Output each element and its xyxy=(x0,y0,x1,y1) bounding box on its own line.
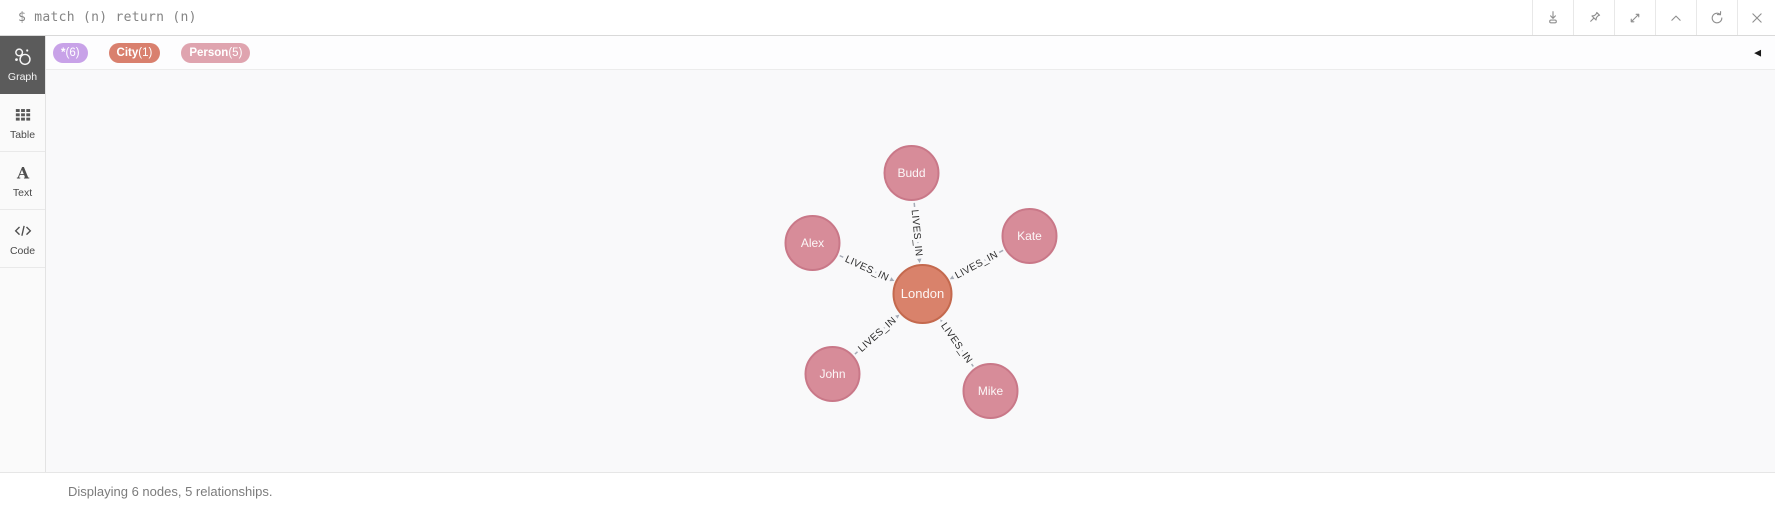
badge-label: City xyxy=(116,46,139,59)
status-bar: Displaying 6 nodes, 5 relationships. xyxy=(0,472,1775,509)
relationship-Budd-London[interactable]: LIVES_IN xyxy=(905,202,927,264)
relationship-line xyxy=(913,202,920,256)
relationship-arrowhead xyxy=(890,314,900,323)
relationship-Kate-London[interactable]: LIVES_IN xyxy=(949,246,1004,285)
node-Kate[interactable]: Kate xyxy=(1001,208,1058,264)
node-circle xyxy=(1001,208,1058,264)
node-Mike[interactable]: Mike xyxy=(962,363,1019,419)
relationship-Mike-London[interactable]: LIVES_IN xyxy=(935,317,978,369)
relationship-label: LIVES_IN xyxy=(856,315,899,355)
text-icon: A xyxy=(15,164,29,183)
graph-icon xyxy=(14,48,31,66)
tab-text-label: Text xyxy=(12,187,33,199)
node-circle xyxy=(892,264,953,324)
query-bar: $ match (n) return (n) xyxy=(0,0,1775,36)
legend-badge-city[interactable]: City (1) xyxy=(108,42,161,63)
rerun-button[interactable] xyxy=(1696,0,1737,35)
tab-graph[interactable]: Graph xyxy=(0,36,45,94)
badge-count: (6) xyxy=(65,46,80,59)
view-switcher-sidebar: Graph Table A Text xyxy=(0,36,46,472)
graph-canvas[interactable]: LIVES_IN LIVES_IN LIVES_IN LIVES_IN LIVES_IN… xyxy=(46,70,1775,472)
download-button[interactable] xyxy=(1532,0,1573,35)
frame-body: Graph Table A Text xyxy=(0,36,1775,472)
query-text[interactable]: $ match (n) return (n) xyxy=(18,10,197,25)
badge-count: (5) xyxy=(228,46,243,59)
badge-label: Person xyxy=(189,46,229,59)
chevron-up-icon xyxy=(1671,15,1681,21)
relationship-arrowhead xyxy=(914,254,923,264)
relationship-arrowhead xyxy=(949,271,959,280)
relationship-label: LIVES_IN xyxy=(843,254,890,284)
graph-panel: * (6) City (1) Person (5) ◀ LIVES_IN LIVES_I… xyxy=(46,36,1775,472)
node-circle xyxy=(962,363,1019,419)
node-circle xyxy=(883,145,940,201)
graph-canvas-svg: LIVES_IN LIVES_IN LIVES_IN LIVES_IN LIVES_IN… xyxy=(784,145,1058,419)
tab-code[interactable]: Code xyxy=(0,210,45,268)
frame-actions xyxy=(1532,0,1775,35)
node-Alex[interactable]: Alex xyxy=(784,215,841,271)
node-Budd[interactable]: Budd xyxy=(883,145,940,201)
relationship-arrowhead xyxy=(940,319,949,329)
table-icon xyxy=(15,109,30,121)
node-caption: Alex xyxy=(801,236,824,250)
tab-graph-label: Graph xyxy=(7,71,38,83)
legend-row: * (6) City (1) Person (5) ◀ xyxy=(46,36,1775,70)
relationship-label: LIVES_IN xyxy=(953,249,1000,281)
code-icon xyxy=(14,225,31,236)
triangle-left-icon[interactable]: ◀ xyxy=(1754,46,1761,57)
badge-count: (1) xyxy=(138,46,153,59)
node-London[interactable]: London xyxy=(892,264,953,324)
tab-table[interactable]: Table xyxy=(0,94,45,152)
node-caption: London xyxy=(901,286,944,301)
relationship-Alex-London[interactable]: LIVES_IN xyxy=(839,251,895,287)
download-icon xyxy=(1549,10,1557,23)
node-circle xyxy=(804,346,861,402)
node-caption: Budd xyxy=(897,166,925,180)
expand-icon xyxy=(1630,13,1640,22)
close-icon xyxy=(1751,12,1762,23)
collapse-frame-button[interactable] xyxy=(1655,0,1696,35)
node-caption: Kate xyxy=(1017,229,1042,243)
pin-button[interactable] xyxy=(1573,0,1614,35)
relationship-line xyxy=(839,254,888,279)
expand-button[interactable] xyxy=(1614,0,1655,35)
tab-code-label: Code xyxy=(9,245,36,257)
legend-badge-all[interactable]: * (6) xyxy=(53,42,88,63)
svg-text:A: A xyxy=(15,164,29,183)
tab-table-label: Table xyxy=(9,129,36,141)
close-frame-button[interactable] xyxy=(1737,0,1775,35)
relationship-line xyxy=(944,325,974,367)
relationship-line xyxy=(956,249,1004,277)
node-John[interactable]: John xyxy=(804,346,861,402)
badge-label: * xyxy=(61,46,66,59)
legend-badge-person[interactable]: Person (5) xyxy=(181,42,251,63)
relationship-label: LIVES_IN xyxy=(938,321,974,366)
relationship-label: LIVES_IN xyxy=(909,209,924,257)
relationship-John-London[interactable]: LIVES_IN xyxy=(853,312,903,359)
node-circle xyxy=(784,215,841,271)
status-text: Displaying 6 nodes, 5 relationships. xyxy=(68,483,273,499)
relationship-line xyxy=(854,319,894,355)
pin-icon xyxy=(1590,11,1601,22)
refresh-icon xyxy=(1711,10,1723,23)
node-caption: Mike xyxy=(978,384,1004,398)
relationship-arrowhead xyxy=(885,273,895,282)
tab-text[interactable]: A Text xyxy=(0,152,45,210)
node-caption: John xyxy=(819,367,845,381)
